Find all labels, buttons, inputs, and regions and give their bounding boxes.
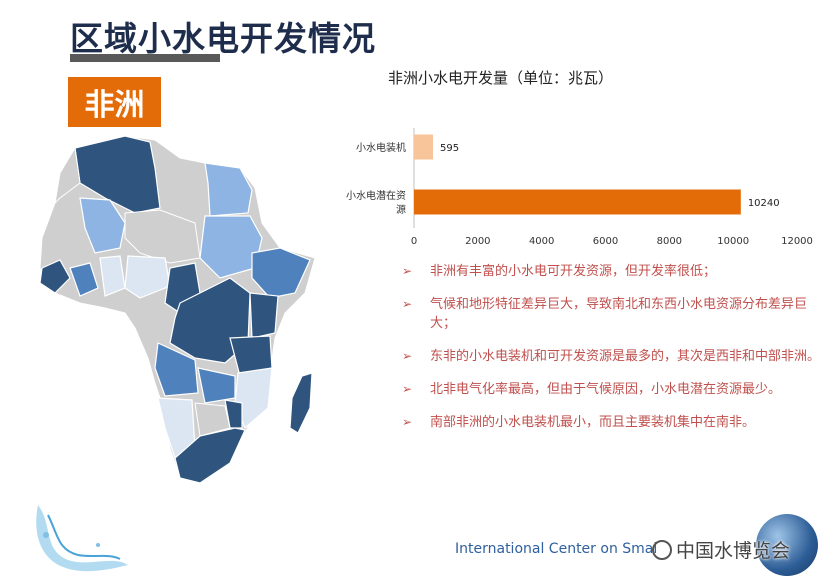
country-kenya xyxy=(249,292,279,339)
country-south-africa xyxy=(174,427,246,484)
title-underline xyxy=(70,54,220,62)
category-label: 源 xyxy=(396,203,406,216)
bullet-text: 非洲有丰富的小水电可开发资源，但开发率很低； xyxy=(430,264,717,279)
x-tick-label: 2000 xyxy=(465,236,490,247)
globe-logo xyxy=(756,514,818,576)
country-cote-divoire xyxy=(69,262,99,297)
x-tick-label: 0 xyxy=(411,236,417,247)
watermark: 中国水博览会 xyxy=(652,536,790,563)
x-tick-label: 8000 xyxy=(657,236,682,247)
x-tick-label: 12000 xyxy=(781,236,813,247)
data-label: 595 xyxy=(440,143,459,154)
country-mozambique xyxy=(234,367,273,430)
bullet-item: ➢ 气候和地形特征差异巨大，导致南北和东西小水电资源分布差异巨大； xyxy=(402,295,820,333)
country-angola xyxy=(154,342,199,397)
bullet-text: 南部非洲的小水电装机最小，而且主要装机集中在南非。 xyxy=(430,415,756,430)
water-splash-logo xyxy=(36,505,128,572)
watermark-text: 中国水博览会 xyxy=(676,540,791,562)
country-algeria xyxy=(74,135,161,214)
bullet-item: ➢ 南部非洲的小水电装机最小，而且主要装机集中在南非。 xyxy=(402,413,820,432)
bullet-item: ➢ 东非的小水电装机和可开发资源是最多的，其次是西非和中部非洲。 xyxy=(402,347,820,366)
bullet-arrow-icon: ➢ xyxy=(402,382,413,396)
x-tick-label: 4000 xyxy=(529,236,554,247)
country-egypt xyxy=(204,162,253,217)
bullet-text: 北非电气化率最高，但由于气候原因，小水电潜在资源最少。 xyxy=(430,382,782,397)
bullet-item: ➢ 北非电气化率最高，但由于气候原因，小水电潜在资源最少。 xyxy=(402,380,820,399)
bar-chart: 595 小水电装机 10240 小水电潜在资源 0 2000 4000 6000 8000 100… xyxy=(346,128,813,247)
country-nigeria xyxy=(124,255,171,299)
country-niger xyxy=(124,209,201,264)
bullet-arrow-icon: ➢ xyxy=(402,415,413,429)
bullet-item: ➢ 非洲有丰富的小水电可开发资源，但开发率很低； xyxy=(402,262,820,281)
africa-map xyxy=(39,135,316,484)
chart-title: 非洲小水电开发量（单位：兆瓦） xyxy=(388,69,614,87)
bullet-list: ➢ 非洲有丰富的小水电可开发资源，但开发率很低； ➢ 气候和地形特征差异巨大，导致南… xyxy=(402,262,820,446)
country-madagascar xyxy=(289,372,313,434)
bullet-arrow-icon: ➢ xyxy=(402,297,413,311)
region-badge: 非洲 xyxy=(68,77,161,127)
bullet-text: 东非的小水电装机和可开发资源是最多的，其次是西非和中部非洲。 xyxy=(430,349,821,364)
country-morocco xyxy=(54,146,81,205)
country-zimbabwe xyxy=(224,399,243,429)
footer-org-text: International Center on Smal xyxy=(455,541,658,557)
x-tick-label: 10000 xyxy=(717,236,749,247)
category-label: 小水电装机 xyxy=(356,141,406,154)
bullet-arrow-icon: ➢ xyxy=(402,264,413,278)
bar xyxy=(414,134,433,160)
bullet-text: 气候和地形特征差异巨大，导致南北和东西小水电资源分布差异巨大； xyxy=(430,297,808,331)
page-title: 区域小水电开发情况 xyxy=(70,19,376,58)
data-label: 10240 xyxy=(748,198,780,209)
country-drc xyxy=(169,277,251,364)
country-ethiopia xyxy=(251,247,311,299)
country-ghana xyxy=(99,255,126,297)
bar xyxy=(414,189,741,215)
country-guinea xyxy=(39,259,71,294)
country-mali xyxy=(79,197,126,254)
bullet-arrow-icon: ➢ xyxy=(402,349,413,363)
x-tick-label: 6000 xyxy=(593,236,618,247)
category-label: 小水电潜在资 xyxy=(346,189,406,202)
wechat-icon xyxy=(652,540,672,560)
